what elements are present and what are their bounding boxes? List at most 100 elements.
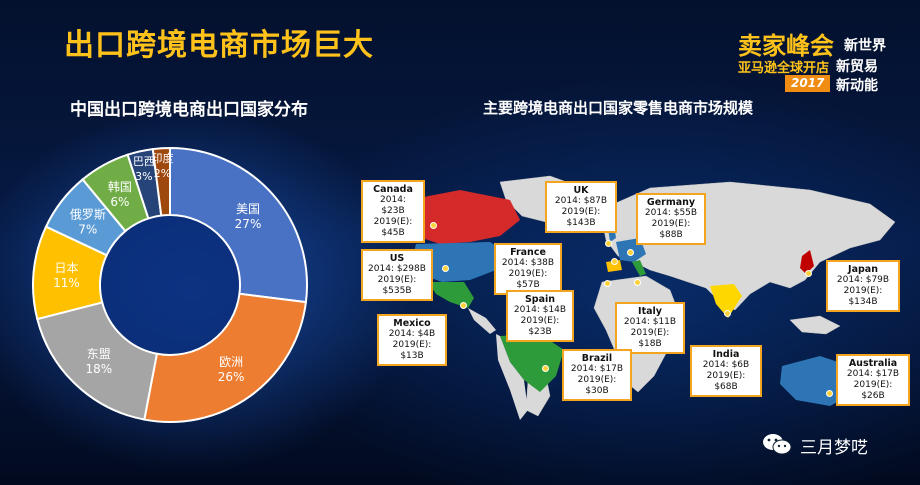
- callout-japan-2014: 2014: $79B: [836, 275, 890, 285]
- watermark-text: 三月梦呓: [800, 437, 868, 458]
- callout-spain-2019: 2019(E): $23B: [520, 316, 560, 337]
- callout-mexico-name: Mexico: [393, 318, 431, 329]
- callout-germany-2014: 2014: $55B: [644, 208, 698, 218]
- callout-brazil-2014: 2014: $17B: [570, 364, 624, 374]
- central-america-shape: [468, 308, 496, 334]
- se-asia-shape: [789, 315, 841, 335]
- callout-italy-2019: 2019(E): $18B: [630, 328, 670, 349]
- callout-spain-2014: 2014: $14B: [513, 305, 567, 315]
- callout-uk: UK 2014: $87B 2019(E): $143B: [545, 181, 617, 233]
- callout-canada-2019: 2019(E): $45B: [373, 217, 413, 238]
- donut-label-5: 韩国: [108, 179, 132, 194]
- callout-us-name: US: [389, 253, 405, 264]
- donut-value-4: 7%: [78, 222, 97, 236]
- dot-spain: [604, 280, 611, 287]
- callout-canada-name: Canada: [373, 184, 413, 195]
- callout-mexico-2019: 2019(E): $13B: [392, 340, 432, 361]
- donut-slice-0: [169, 146, 308, 304]
- donut-hole: [100, 215, 240, 355]
- callout-india-2014: 2014: $6B: [702, 360, 750, 370]
- page-title: 出口跨境电商市场巨大: [64, 28, 374, 63]
- dot-uk: [605, 240, 612, 247]
- dot-mexico: [460, 302, 467, 309]
- brand-line3b: 新动能: [836, 78, 878, 94]
- brand-line2b: 新贸易: [836, 59, 878, 75]
- callout-uk-2014: 2014: $87B: [554, 196, 608, 206]
- donut-label-2: 东盟: [87, 347, 111, 361]
- donut-label-3: 日本: [54, 261, 78, 275]
- callout-australia-name: Australia: [848, 358, 898, 369]
- donut-value-1: 26%: [218, 370, 245, 384]
- dot-us: [442, 265, 449, 272]
- callout-italy-2014: 2014: $11B: [623, 317, 677, 327]
- callout-mexico-2014: 2014: $4B: [388, 329, 436, 339]
- donut-value-7: 2%: [154, 167, 171, 180]
- callout-spain: Spain 2014: $14B 2019(E): $23B: [506, 290, 574, 342]
- india-shape: [710, 284, 742, 318]
- wechat-icon: [762, 432, 792, 458]
- callout-japan: Japan 2014: $79B 2019(E): $134B: [826, 260, 900, 312]
- donut-label-1: 欧洲: [219, 355, 243, 369]
- callout-germany: Germany 2014: $55B 2019(E): $88B: [636, 193, 706, 245]
- brand-line2: 亚马逊全球开店: [738, 61, 830, 76]
- map-chart-title: 主要跨境电商出口国家零售电商市场规模: [483, 99, 754, 117]
- callout-france-2014: 2014: $38B: [501, 258, 555, 268]
- brand-year: 2017: [785, 75, 831, 92]
- callout-france: France 2014: $38B 2019(E): $57B: [494, 243, 562, 295]
- japan-shape: [800, 250, 814, 274]
- donut-value-3: 11%: [53, 276, 80, 290]
- callout-india-name: India: [712, 349, 740, 360]
- brand-logo: 卖家峰会 新世界 亚马逊全球开店 新贸易 2017 新动能: [738, 26, 908, 96]
- donut-slice-1: [143, 292, 308, 423]
- callout-brazil-name: Brazil: [581, 353, 613, 364]
- donut-value-2: 18%: [85, 362, 112, 376]
- donut-slice-7: [151, 146, 171, 217]
- callout-uk-name: UK: [573, 185, 589, 196]
- callout-canada-2014: 2014: $23B: [380, 195, 406, 216]
- callout-france-2019: 2019(E): $57B: [508, 269, 548, 290]
- dot-australia: [826, 390, 833, 397]
- brand-line1b: 新世界: [844, 38, 886, 54]
- mexico-shape: [428, 282, 474, 308]
- callout-japan-name: Japan: [848, 264, 878, 275]
- donut-chart-title: 中国出口跨境电商出口国家分布: [70, 100, 308, 120]
- callout-brazil-2019: 2019(E): $30B: [577, 375, 617, 396]
- callout-italy-name: Italy: [638, 306, 662, 317]
- dot-germany: [627, 249, 634, 256]
- dot-brazil: [542, 365, 549, 372]
- callout-japan-2019: 2019(E): $134B: [843, 286, 883, 307]
- callout-germany-name: Germany: [646, 197, 696, 208]
- donut-label-7: 印度: [151, 151, 173, 165]
- brand-line1: 卖家峰会: [738, 32, 834, 60]
- donut-value-0: 27%: [235, 217, 262, 231]
- dot-france: [611, 258, 618, 265]
- us-shape: [412, 242, 502, 282]
- italy-shape: [632, 260, 646, 276]
- callout-france-name: France: [510, 247, 546, 258]
- donut-label-0: 美国: [236, 202, 260, 216]
- canada-shape: [400, 190, 520, 244]
- donut-value-6: 3%: [135, 170, 152, 183]
- donut-value-5: 6%: [110, 195, 129, 209]
- callout-us: US 2014: $298B 2019(E): $535B: [361, 249, 433, 301]
- dot-japan: [805, 270, 812, 277]
- callout-us-2019: 2019(E): $535B: [377, 275, 417, 296]
- donut-label-4: 俄罗斯: [70, 207, 106, 221]
- spain-shape: [606, 260, 622, 272]
- south-america-west-shape: [496, 334, 528, 420]
- callout-us-2014: 2014: $298B: [368, 264, 426, 274]
- callout-germany-2019: 2019(E): $88B: [651, 219, 691, 240]
- callout-india-2019: 2019(E): $68B: [706, 371, 746, 392]
- callout-australia: Australia 2014: $17B 2019(E): $26B: [836, 354, 910, 406]
- dot-canada: [430, 222, 437, 229]
- brazil-shape: [500, 334, 564, 392]
- donut-label-6: 巴西: [133, 155, 155, 168]
- callout-uk-2019: 2019(E): $143B: [561, 207, 601, 228]
- callout-australia-2019: 2019(E): $26B: [853, 380, 893, 401]
- callout-india: India 2014: $6B 2019(E): $68B: [690, 345, 762, 397]
- watermark: 三月梦呓: [762, 432, 868, 458]
- callout-brazil: Brazil 2014: $17B 2019(E): $30B: [562, 349, 632, 401]
- callout-australia-2014: 2014: $17B: [846, 369, 900, 379]
- callout-canada: Canada 2014: $23B 2019(E): $45B: [361, 180, 425, 243]
